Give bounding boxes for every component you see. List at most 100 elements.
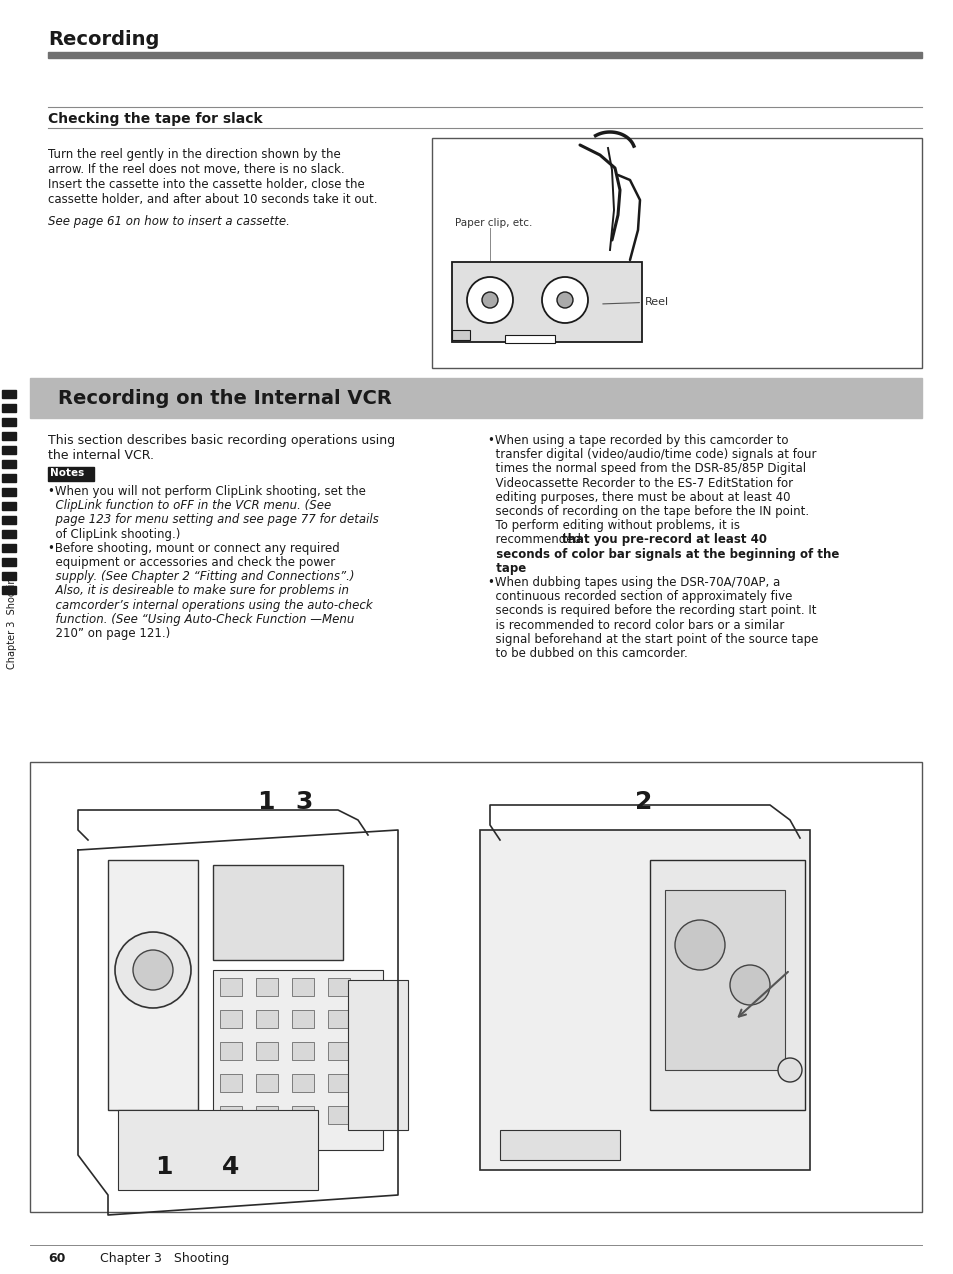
Bar <box>452 330 470 340</box>
Bar <box>220 1074 242 1092</box>
Text: •When you will not perform ClipLink shooting, set the: •When you will not perform ClipLink shoo… <box>48 485 366 498</box>
Bar <box>2 572 16 580</box>
Bar <box>2 530 16 538</box>
Bar <box>328 1042 350 1060</box>
Circle shape <box>481 292 497 308</box>
Bar <box>292 1074 314 1092</box>
Text: 2: 2 <box>635 790 652 814</box>
Bar <box>48 52 921 59</box>
Text: This section describes basic recording operations using: This section describes basic recording o… <box>48 434 395 447</box>
Text: arrow. If the reel does not move, there is no slack.: arrow. If the reel does not move, there … <box>48 163 344 176</box>
Bar <box>328 1106 350 1124</box>
Text: continuous recorded section of approximately five: continuous recorded section of approxima… <box>488 590 792 603</box>
Text: 1: 1 <box>154 1156 172 1178</box>
Bar <box>328 1010 350 1028</box>
Bar <box>2 418 16 426</box>
Text: •When using a tape recorded by this camcorder to: •When using a tape recorded by this camc… <box>488 434 788 447</box>
Bar <box>328 978 350 996</box>
Bar <box>328 1074 350 1092</box>
Circle shape <box>541 276 587 324</box>
Circle shape <box>132 950 172 990</box>
Text: seconds of color bar signals at the beginning of the: seconds of color bar signals at the begi… <box>488 548 839 561</box>
Text: Also, it is desireable to make sure for problems in: Also, it is desireable to make sure for … <box>48 585 349 598</box>
Bar <box>255 1074 277 1092</box>
Bar <box>2 474 16 482</box>
Bar <box>30 762 921 1212</box>
Bar <box>255 1106 277 1124</box>
Bar <box>292 1042 314 1060</box>
Bar <box>2 544 16 552</box>
Text: 210” on page 121.): 210” on page 121.) <box>48 627 170 640</box>
Text: ClipLink function to oFF in the VCR menu. (See: ClipLink function to oFF in the VCR menu… <box>48 499 331 512</box>
Text: page 123 for menu setting and see page 77 for details: page 123 for menu setting and see page 7… <box>48 513 378 526</box>
Bar <box>2 558 16 566</box>
Text: the internal VCR.: the internal VCR. <box>48 448 153 462</box>
Bar <box>2 502 16 510</box>
Text: transfer digital (video/audio/time code) signals at four: transfer digital (video/audio/time code)… <box>488 448 816 461</box>
Bar <box>452 262 641 341</box>
Text: function. (See “Using Auto-Check Function —Menu: function. (See “Using Auto-Check Functio… <box>48 613 354 626</box>
Bar <box>479 829 809 1170</box>
Circle shape <box>778 1057 801 1082</box>
Text: cassette holder, and after about 10 seconds take it out.: cassette holder, and after about 10 seco… <box>48 192 377 206</box>
Bar <box>292 978 314 996</box>
Text: supply. (See Chapter 2 “Fitting and Connections”.): supply. (See Chapter 2 “Fitting and Conn… <box>48 571 355 583</box>
Text: See page 61 on how to insert a cassette.: See page 61 on how to insert a cassette. <box>48 215 290 228</box>
Bar <box>499 1130 619 1161</box>
Text: 60: 60 <box>48 1252 66 1265</box>
Bar <box>2 460 16 468</box>
Text: Insert the cassette into the cassette holder, close the: Insert the cassette into the cassette ho… <box>48 178 364 191</box>
Bar <box>292 1010 314 1028</box>
Circle shape <box>467 276 513 324</box>
Text: times the normal speed from the DSR-85/85P Digital: times the normal speed from the DSR-85/8… <box>488 462 805 475</box>
Text: tape: tape <box>488 562 526 575</box>
Text: Recording: Recording <box>48 31 159 48</box>
Bar <box>2 404 16 412</box>
Circle shape <box>675 920 724 970</box>
Text: Reel: Reel <box>602 297 668 307</box>
Text: Notes: Notes <box>50 468 84 478</box>
Bar <box>213 865 343 961</box>
Bar <box>2 446 16 454</box>
Text: Paper clip, etc.: Paper clip, etc. <box>455 218 532 228</box>
Bar <box>255 978 277 996</box>
Circle shape <box>729 964 769 1005</box>
Text: To perform editing without problems, it is: To perform editing without problems, it … <box>488 520 740 533</box>
Text: editing purposes, there must be about at least 40: editing purposes, there must be about at… <box>488 490 790 503</box>
Bar <box>213 970 382 1150</box>
Bar <box>220 1106 242 1124</box>
Bar <box>220 1042 242 1060</box>
Bar <box>118 1110 317 1190</box>
Text: Videocassette Recorder to the ES-7 EditStation for: Videocassette Recorder to the ES-7 EditS… <box>488 476 792 489</box>
Text: Checking the tape for slack: Checking the tape for slack <box>48 112 262 126</box>
Circle shape <box>557 292 573 308</box>
Text: Chapter 3  Shooting: Chapter 3 Shooting <box>7 571 17 669</box>
Bar <box>30 378 921 418</box>
Text: to be dubbed on this camcorder.: to be dubbed on this camcorder. <box>488 647 687 660</box>
Text: 1: 1 <box>256 790 274 814</box>
Text: •Before shooting, mount or connect any required: •Before shooting, mount or connect any r… <box>48 541 339 554</box>
Text: Recording on the Internal VCR: Recording on the Internal VCR <box>58 389 392 408</box>
Bar <box>292 1106 314 1124</box>
Text: equipment or accessories and check the power: equipment or accessories and check the p… <box>48 555 335 569</box>
Bar <box>432 138 921 368</box>
Bar <box>2 432 16 440</box>
Text: 3: 3 <box>294 790 312 814</box>
Text: Turn the reel gently in the direction shown by the: Turn the reel gently in the direction sh… <box>48 148 340 161</box>
Text: .: . <box>520 562 524 575</box>
Bar <box>48 468 94 482</box>
Text: that you pre-record at least 40: that you pre-record at least 40 <box>561 534 766 547</box>
Bar <box>2 586 16 594</box>
Bar <box>108 860 198 1110</box>
Bar <box>220 978 242 996</box>
Text: of ClipLink shooting.): of ClipLink shooting.) <box>48 527 180 540</box>
Bar <box>2 516 16 524</box>
Bar <box>664 891 784 1070</box>
Text: •When dubbing tapes using the DSR-70A/70AP, a: •When dubbing tapes using the DSR-70A/70… <box>488 576 780 589</box>
Bar <box>649 860 804 1110</box>
Text: Chapter 3   Shooting: Chapter 3 Shooting <box>100 1252 229 1265</box>
Text: seconds is required before the recording start point. It: seconds is required before the recording… <box>488 604 816 618</box>
Bar <box>220 1010 242 1028</box>
Text: camcorder’s internal operations using the auto-check: camcorder’s internal operations using th… <box>48 599 373 612</box>
Bar <box>2 390 16 397</box>
